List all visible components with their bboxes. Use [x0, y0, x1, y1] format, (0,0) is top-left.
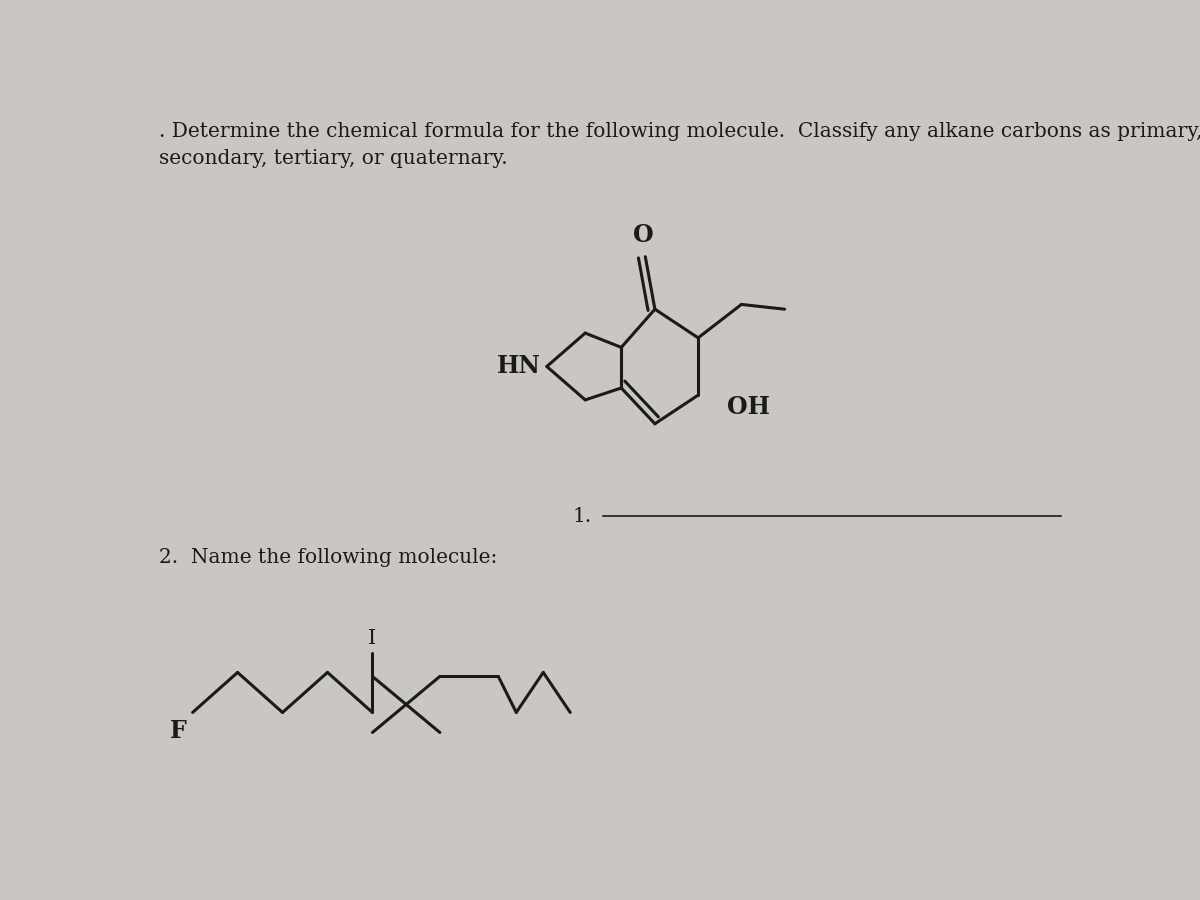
Text: 2.  Name the following molecule:: 2. Name the following molecule:	[160, 548, 498, 567]
Text: 1.: 1.	[572, 507, 592, 526]
Text: HN: HN	[497, 355, 541, 379]
Text: secondary, tertiary, or quaternary.: secondary, tertiary, or quaternary.	[160, 148, 508, 167]
Text: F: F	[170, 718, 187, 742]
Text: O: O	[632, 222, 653, 247]
Text: I: I	[368, 629, 377, 648]
Text: . Determine the chemical formula for the following molecule.  Classify any alkan: . Determine the chemical formula for the…	[160, 122, 1200, 141]
Text: OH: OH	[727, 395, 770, 419]
